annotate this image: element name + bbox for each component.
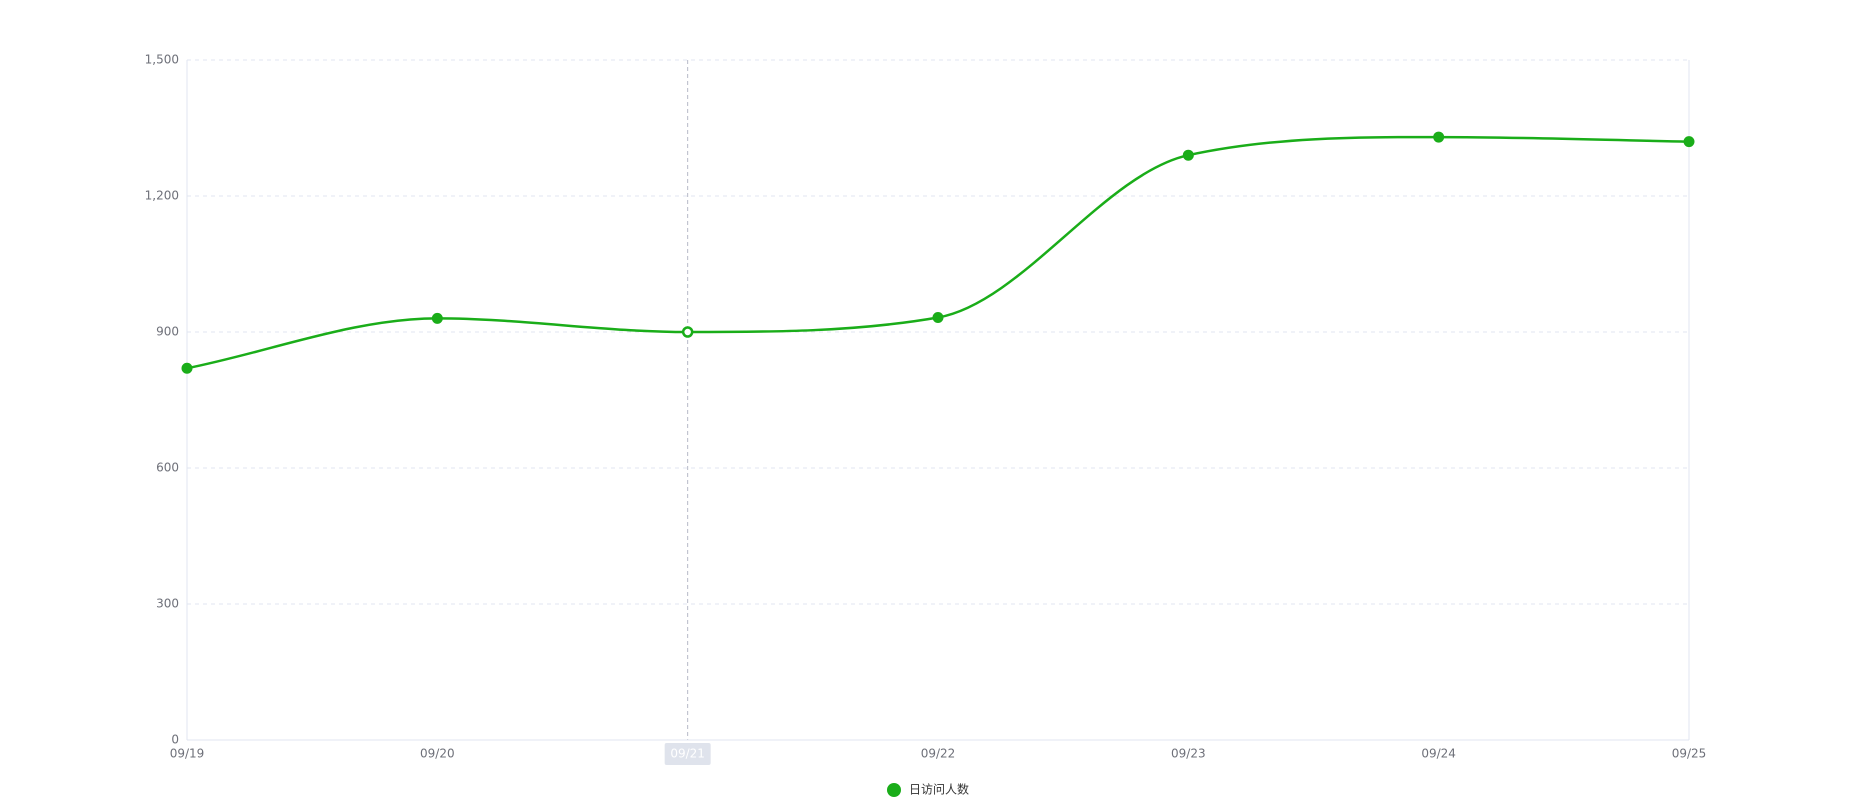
series-line [186, 135, 1690, 370]
x-tick-label-highlighted: 09/21 [670, 747, 705, 761]
x-tick-label: 09/22 [921, 747, 956, 761]
y-tick-label: 0 [171, 733, 179, 747]
legend-item[interactable]: 日访问人数 [887, 782, 969, 798]
x-tick-label: 09/25 [1672, 747, 1707, 761]
data-point[interactable] [431, 312, 443, 324]
data-point[interactable] [932, 311, 944, 323]
x-tick-label: 09/19 [170, 747, 205, 761]
axes: 0 300 600 900 1,200 1,500 09/19 09/20 09/22 09/23… [145, 53, 1707, 761]
x-tick-label: 09/20 [420, 747, 455, 761]
y-tick-label: 900 [156, 325, 179, 339]
grid-lines [187, 59, 1690, 740]
y-tick-label: 600 [156, 461, 179, 475]
x-tick-label: 09/24 [1421, 747, 1456, 761]
y-tick-label: 300 [156, 597, 179, 611]
axis-pointer-label-bg [664, 743, 711, 765]
x-tick-label: 09/23 [1171, 747, 1206, 761]
data-point[interactable] [1433, 131, 1445, 143]
axis-pointer: 09/21 [664, 60, 711, 765]
data-point[interactable] [1182, 149, 1194, 161]
series-layer [181, 131, 1695, 374]
data-point[interactable] [681, 326, 694, 338]
legend-label: 日访问人数 [909, 782, 969, 797]
y-tick-label: 1,500 [145, 53, 179, 67]
y-tick-label: 1,200 [145, 189, 179, 203]
legend-marker [887, 783, 901, 797]
legend[interactable]: 日访问人数 [887, 782, 969, 798]
data-point[interactable] [181, 362, 193, 374]
data-point[interactable] [1683, 136, 1695, 148]
